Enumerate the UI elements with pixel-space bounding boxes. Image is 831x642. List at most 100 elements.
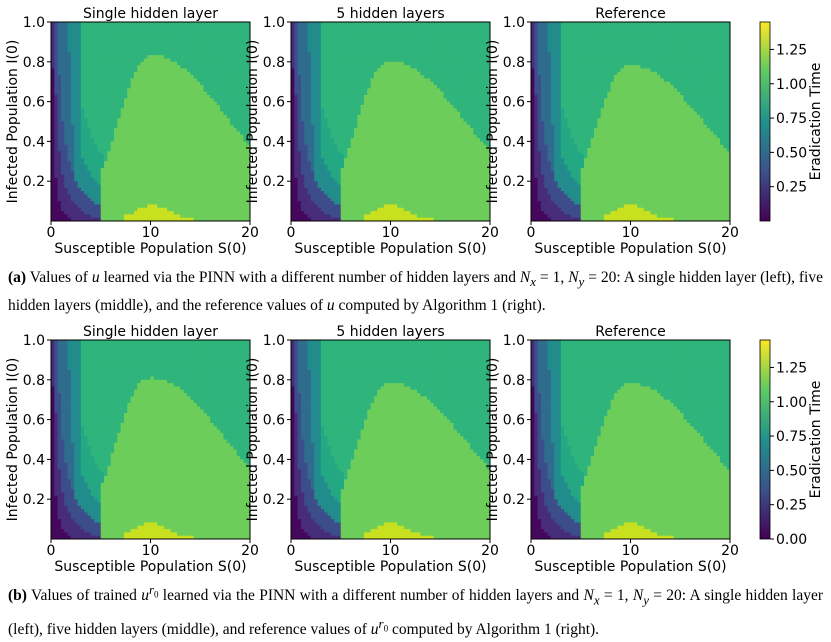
contour-cell <box>354 42 358 46</box>
contour-cell <box>121 105 125 109</box>
contour-cell <box>311 145 315 149</box>
contour-cell <box>291 68 295 72</box>
contour-cell <box>207 171 211 175</box>
contour-cell <box>331 161 335 165</box>
contour-cell <box>54 155 58 159</box>
contour-cell <box>151 22 155 26</box>
contour-cell <box>71 85 75 89</box>
contour-cell <box>141 25 145 29</box>
contour-cell <box>81 39 85 43</box>
contour-cell <box>154 75 158 79</box>
contour-cell <box>341 85 345 89</box>
contour-cell <box>180 102 184 106</box>
contour-cell <box>324 108 328 112</box>
contour-cell <box>291 135 295 139</box>
contour-cell <box>154 108 158 112</box>
contour-cell <box>147 198 151 202</box>
contour-cell <box>200 175 204 179</box>
contour-cell <box>337 148 341 152</box>
contour-cell <box>94 148 98 152</box>
contour-cell <box>58 32 62 36</box>
contour-cell <box>194 211 198 215</box>
contour-cell <box>127 185 131 189</box>
contour-cell <box>314 105 318 109</box>
contour-cell <box>97 22 101 26</box>
contour-cell <box>237 175 241 179</box>
contour-cell <box>141 22 145 26</box>
contour-cell <box>114 151 118 155</box>
contour-cell <box>227 22 231 26</box>
contour-cell <box>160 82 164 86</box>
contour-cell <box>351 98 355 102</box>
contour-cell <box>84 214 88 218</box>
contour-cell <box>160 58 164 62</box>
contour-cell <box>164 112 168 116</box>
contour-cell <box>190 78 194 82</box>
contour-cell <box>344 25 348 29</box>
contour-cell <box>121 25 125 29</box>
contour-cell <box>87 188 91 192</box>
contour-cell <box>217 135 221 139</box>
contour-cell <box>207 148 211 152</box>
contour-cell <box>154 62 158 66</box>
contour-cell <box>308 95 312 99</box>
contour-cell <box>304 85 308 89</box>
contour-cell <box>114 175 118 179</box>
contour-cell <box>177 151 181 155</box>
contour-cell <box>58 62 62 66</box>
contour-cell <box>304 75 308 79</box>
contour-cell <box>220 45 224 49</box>
contour-cell <box>91 155 95 159</box>
contour-cell <box>298 42 302 46</box>
contour-cell <box>107 115 111 119</box>
contour-cell <box>58 112 62 116</box>
contour-cell <box>311 78 315 82</box>
contour-cell <box>337 72 341 76</box>
contour-cell <box>97 155 101 159</box>
contour-cell <box>104 128 108 132</box>
contour-cell <box>334 138 338 142</box>
contour-cell <box>141 165 145 169</box>
contour-cell <box>91 138 95 142</box>
contour-cell <box>87 75 91 79</box>
contour-cell <box>223 102 227 106</box>
contour-cell <box>344 108 348 112</box>
contour-cell <box>68 131 72 135</box>
contour-cell <box>87 102 91 106</box>
contour-cell <box>137 72 141 76</box>
contour-cell <box>217 181 221 185</box>
contour-cell <box>68 55 72 59</box>
contour-cell <box>331 151 335 155</box>
contour-cell <box>344 32 348 36</box>
contour-cell <box>94 194 98 198</box>
contour-cell <box>361 168 365 172</box>
contour-cell <box>357 135 361 139</box>
contour-cell <box>51 122 55 126</box>
contour-cell <box>64 62 68 66</box>
contour-cell <box>144 128 148 132</box>
contour-cell <box>344 92 348 96</box>
contour-cell <box>294 75 298 79</box>
contour-cell <box>237 85 241 89</box>
contour-cell <box>184 65 188 69</box>
contour-cell <box>217 175 221 179</box>
contour-cell <box>160 32 164 36</box>
contour-cell <box>68 214 72 218</box>
contour-cell <box>78 145 82 149</box>
contour-cell <box>131 65 135 69</box>
contour-cell <box>87 95 91 99</box>
contour-cell <box>104 68 108 72</box>
contour-cell <box>134 201 138 205</box>
contour-cell <box>194 82 198 86</box>
contour-cell <box>107 32 111 36</box>
contour-cell <box>194 171 198 175</box>
contour-cell <box>194 98 198 102</box>
contour-cell <box>104 171 108 175</box>
contour-cell <box>78 49 82 53</box>
contour-cell <box>207 181 211 185</box>
contour-cell <box>101 55 105 59</box>
contour-cell <box>104 211 108 215</box>
contour-cell <box>337 131 341 135</box>
contour-cell <box>104 62 108 66</box>
contour-cell <box>351 75 355 79</box>
